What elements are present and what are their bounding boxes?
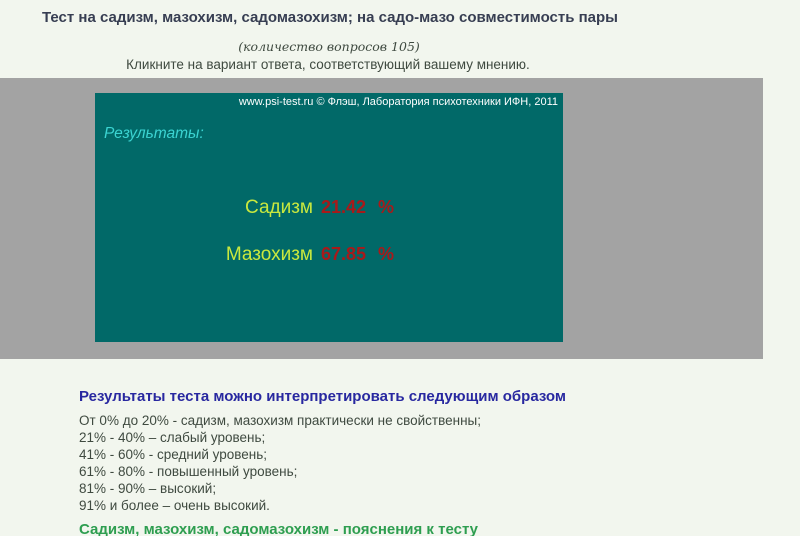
percent-sign: %	[378, 197, 395, 217]
instruction-text: Кликните на вариант ответа, соответствую…	[126, 57, 530, 72]
question-count-note: (количество вопросов 105)	[238, 39, 420, 54]
interpretation-line: 81% - 90% – высокий;	[79, 481, 217, 496]
percent-sign: %	[378, 244, 395, 264]
interpretation-line: От 0% до 20% - садизм, мазохизм практиче…	[79, 413, 482, 428]
result-row-sadism: Садизм 21.42%	[95, 197, 563, 219]
result-label-sadism: Садизм	[245, 197, 313, 218]
flash-stage-background: www.psi-test.ru © Флэш, Лаборатория псих…	[0, 78, 763, 359]
interpretation-line: 41% - 60% - средний уровень;	[79, 447, 268, 462]
interpretation-line: 21% - 40% – слабый уровень;	[79, 430, 266, 445]
result-label-masochism: Мазохизм	[225, 244, 313, 265]
result-value-sadism: 21.42	[321, 197, 367, 217]
copyright-line: www.psi-test.ru © Флэш, Лаборатория псих…	[238, 96, 558, 108]
interpretation-line: 91% и более – очень высокий.	[79, 498, 270, 513]
result-row-masochism: Мазохизм 67.85%	[95, 244, 563, 266]
result-value-masochism: 67.85	[321, 244, 367, 264]
results-label: Результаты:	[104, 125, 204, 142]
interpretation-heading: Результаты теста можно интерпретировать …	[79, 388, 566, 405]
interpretation-list: От 0% до 20% - садизм, мазохизм практиче…	[79, 412, 481, 514]
flash-test-applet[interactable]: www.psi-test.ru © Флэш, Лаборатория псих…	[95, 93, 563, 342]
page-title: Тест на садизм, мазохизм, садомазохизм; …	[42, 9, 618, 26]
interpretation-line: 61% - 80% - повышенный уровень;	[79, 464, 298, 479]
test-explanations-link[interactable]: Садизм, мазохизм, садомазохизм - пояснен…	[79, 521, 479, 536]
